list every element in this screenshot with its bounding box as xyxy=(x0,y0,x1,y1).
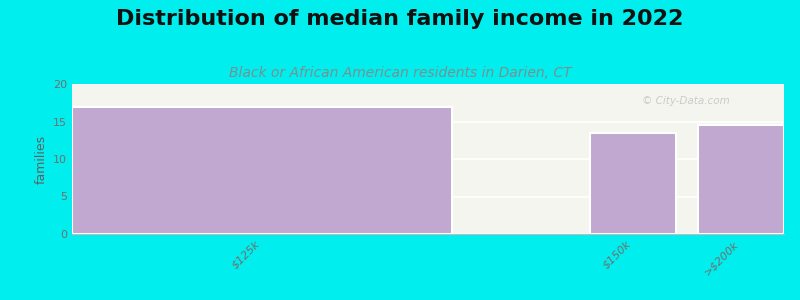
Bar xyxy=(72,106,452,234)
Y-axis label: families: families xyxy=(34,134,47,184)
Text: Black or African American residents in Darien, CT: Black or African American residents in D… xyxy=(229,66,571,80)
Text: © City-Data.com: © City-Data.com xyxy=(642,96,730,106)
Bar xyxy=(698,125,784,234)
Text: Distribution of median family income in 2022: Distribution of median family income in … xyxy=(116,9,684,29)
Bar xyxy=(590,133,676,234)
